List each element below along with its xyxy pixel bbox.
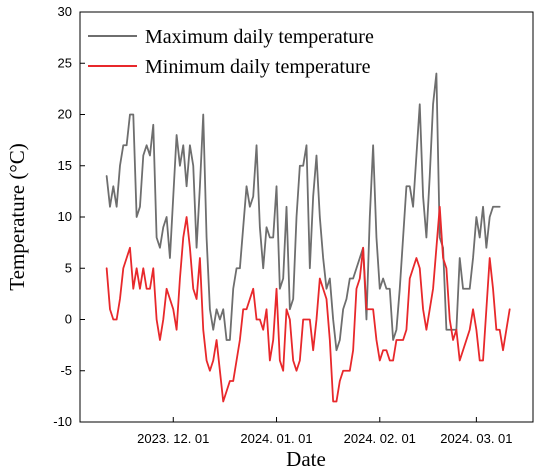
series-max-temperature-line bbox=[105, 72, 501, 352]
y-tick-label: 25 bbox=[58, 55, 72, 70]
legend-label: Maximum daily temperature bbox=[145, 26, 374, 48]
x-tick-label: 2023. 12. 01 bbox=[137, 431, 209, 446]
y-tick-label: 15 bbox=[58, 158, 72, 173]
x-axis: 2023. 12. 01 2024. 01. 01 2024. 02. 01 2024… bbox=[137, 417, 513, 446]
legend: Maximum daily temperature Minimum daily t… bbox=[88, 26, 374, 78]
y-tick-label: 0 bbox=[65, 312, 72, 327]
y-axis: -10 -5 0 5 10 15 20 25 30 bbox=[53, 4, 85, 429]
x-tick-label: 2024. 02. 01 bbox=[344, 431, 416, 446]
y-tick-label: 10 bbox=[58, 209, 72, 224]
x-tick-label: 2024. 03. 01 bbox=[440, 431, 512, 446]
y-axis-title: Temperature (°C) bbox=[5, 143, 29, 290]
y-tick-label: -10 bbox=[53, 414, 72, 429]
y-tick-label: 20 bbox=[58, 107, 72, 122]
y-tick-label: 30 bbox=[58, 4, 72, 19]
y-tick-label: 5 bbox=[65, 260, 72, 275]
series-min-temperature-line bbox=[105, 205, 511, 403]
y-tick-label: -5 bbox=[60, 363, 72, 378]
legend-label: Minimum daily temperature bbox=[145, 56, 371, 78]
series-layer bbox=[105, 72, 511, 403]
x-axis-title: Date bbox=[286, 447, 326, 471]
x-tick-label: 2024. 01. 01 bbox=[240, 431, 312, 446]
